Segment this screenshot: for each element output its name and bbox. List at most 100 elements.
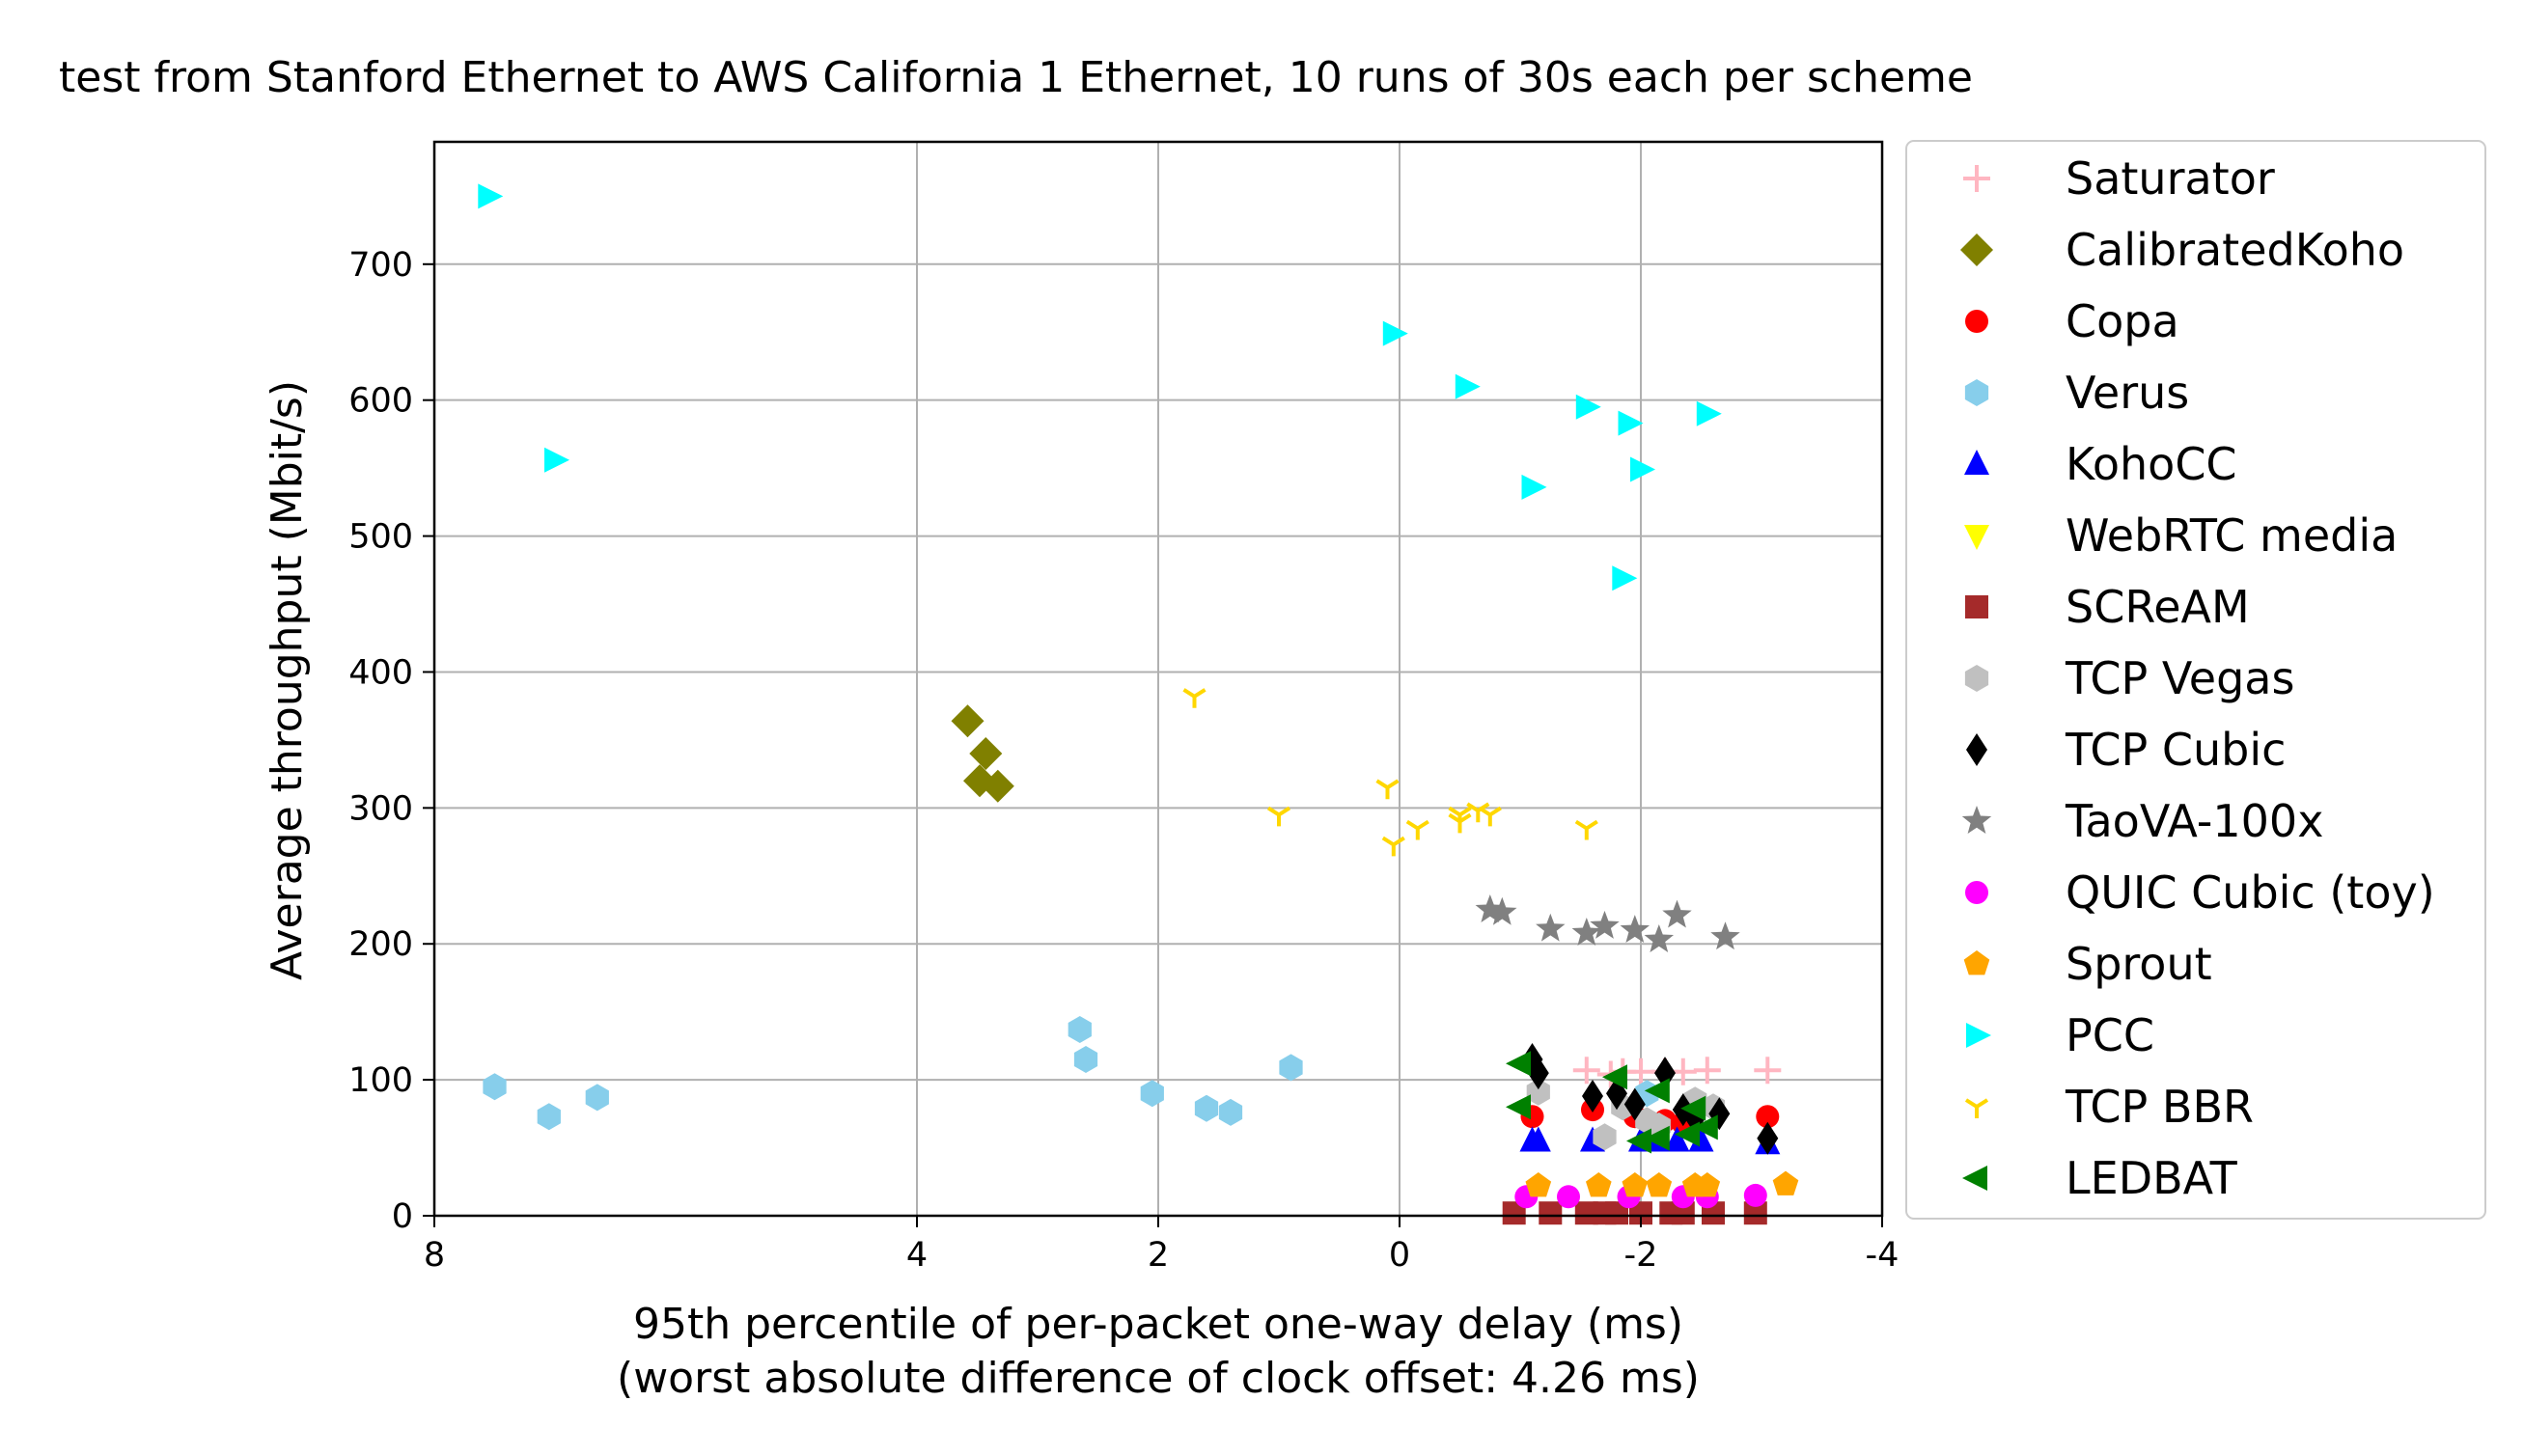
legend-marker-taova-100x (1961, 806, 1992, 834)
point-tcp-bbr (1375, 779, 1400, 800)
point-taova-100x (1571, 918, 1602, 946)
point-taova-100x (1487, 896, 1517, 925)
legend-marker-sprout (1963, 950, 1990, 975)
point-pcc (1455, 373, 1481, 399)
point-pcc (544, 447, 569, 473)
x-axis-label-secondary: (worst absolute difference of clock offs… (617, 1354, 1700, 1403)
legend-marker-webrtc-media (1964, 525, 1989, 550)
point-calibratedkoho (969, 737, 1003, 770)
point-calibratedkoho (951, 704, 985, 738)
point-sprout (1525, 1172, 1552, 1197)
legend-marker-tcp-vegas (1964, 665, 1989, 692)
legend-label: Saturator (2066, 152, 2275, 205)
point-pcc (1612, 565, 1638, 591)
point-tcp-bbr (1405, 819, 1429, 840)
legend-marker-saturator (1963, 165, 1990, 192)
point-pcc (1521, 474, 1547, 500)
point-taova-100x (1620, 915, 1650, 944)
legend-label: WebRTC media (2066, 509, 2398, 562)
point-quic-cubic-toy (1743, 1183, 1767, 1207)
point-sprout (1585, 1172, 1612, 1197)
legend-marker-verus (1964, 379, 1989, 406)
point-kohocc (1664, 1126, 1690, 1152)
point-tcp-bbr (1478, 806, 1502, 827)
y-tick-label: 400 (348, 653, 413, 692)
legend-label: LEDBAT (2066, 1152, 2238, 1204)
point-verus (585, 1084, 609, 1112)
point-taova-100x (1536, 913, 1566, 942)
point-sprout (1772, 1170, 1799, 1195)
point-tcp-vegas (1526, 1078, 1550, 1106)
y-tick-label: 700 (348, 246, 413, 285)
legend-frame (1905, 140, 2486, 1220)
point-saturator (1754, 1057, 1782, 1085)
legend-label: Copa (2066, 295, 2179, 347)
point-scream (1539, 1201, 1563, 1225)
legend-marker-calibratedkoho (1960, 234, 1993, 266)
y-tick-label: 300 (348, 789, 413, 828)
point-sprout (1646, 1172, 1673, 1197)
point-tcp-cubic (1757, 1121, 1779, 1155)
y-tick-label: 200 (348, 925, 413, 964)
point-tcp-cubic (1623, 1087, 1646, 1121)
x-tick-label: -2 (1624, 1236, 1658, 1275)
point-verus (1068, 1016, 1092, 1043)
legend-label: KohoCC (2066, 438, 2237, 490)
legend-label: TCP BBR (2065, 1081, 2254, 1133)
legend: Saturator CalibratedKoho Copa Verus KohoCC We… (1905, 140, 2486, 1220)
legend-marker-quic-cubic-toy (1965, 881, 1988, 904)
point-copa (1756, 1105, 1780, 1129)
legend-marker-tcp-bbr (1964, 1098, 1989, 1118)
point-taova-100x (1710, 921, 1740, 950)
point-verus (1279, 1054, 1303, 1082)
point-quic-cubic-toy (1557, 1185, 1580, 1209)
point-taova-100x (1644, 924, 1675, 952)
y-axis-label: Average throughput (Mbit/s) (263, 380, 312, 980)
point-verus (483, 1073, 507, 1101)
x-axis-label: 95th percentile of per-packet one-way de… (633, 1300, 1683, 1349)
point-ledbat (1506, 1051, 1531, 1077)
legend-label: CalibratedKoho (2066, 224, 2404, 276)
point-tcp-cubic (1527, 1057, 1549, 1090)
legend-label: QUIC Cubic (toy) (2066, 866, 2435, 919)
legend-label: Verus (2066, 367, 2189, 419)
chart-title: test from Stanford Ethernet to AWS Calif… (59, 53, 1973, 102)
point-saturator (1572, 1057, 1600, 1085)
y-tick-label: 100 (348, 1061, 413, 1100)
legend-label: PCC (2066, 1009, 2154, 1061)
point-tcp-cubic (1582, 1080, 1603, 1113)
point-sprout (1694, 1172, 1721, 1197)
point-tcp-bbr (1381, 836, 1405, 857)
legend-label: Sprout (2066, 938, 2212, 990)
x-tick-label: -4 (1866, 1236, 1900, 1275)
legend-marker-tcp-cubic (1966, 733, 1987, 766)
legend-marker-copa (1965, 310, 1988, 333)
x-tick-label: 4 (906, 1236, 928, 1275)
point-pcc (1618, 410, 1644, 436)
point-tcp-bbr (1574, 819, 1598, 840)
point-verus (1140, 1080, 1164, 1108)
point-tcp-vegas (1593, 1123, 1617, 1151)
point-taova-100x (1662, 899, 1692, 928)
point-sprout (1622, 1172, 1649, 1197)
point-verus (1194, 1094, 1219, 1122)
legend-marker-scream (1965, 595, 1988, 618)
point-saturator (1627, 1058, 1654, 1085)
point-pcc (1575, 394, 1601, 420)
point-verus (1218, 1098, 1243, 1126)
legend-label: SCReAM (2066, 581, 2250, 633)
x-tick-label: 2 (1148, 1236, 1169, 1275)
point-ledbat (1506, 1094, 1531, 1120)
point-tcp-bbr (1448, 812, 1472, 834)
points-layer (478, 183, 1799, 1225)
y-tick-label: 500 (348, 518, 413, 557)
legend-label: TCP Vegas (2065, 652, 2294, 704)
point-tcp-bbr (1266, 806, 1291, 827)
y-tick-label: 600 (348, 382, 413, 421)
point-tcp-cubic (1654, 1057, 1676, 1090)
point-saturator (1693, 1057, 1721, 1085)
x-tick-label: 8 (424, 1236, 445, 1275)
point-ledbat (1680, 1095, 1706, 1121)
